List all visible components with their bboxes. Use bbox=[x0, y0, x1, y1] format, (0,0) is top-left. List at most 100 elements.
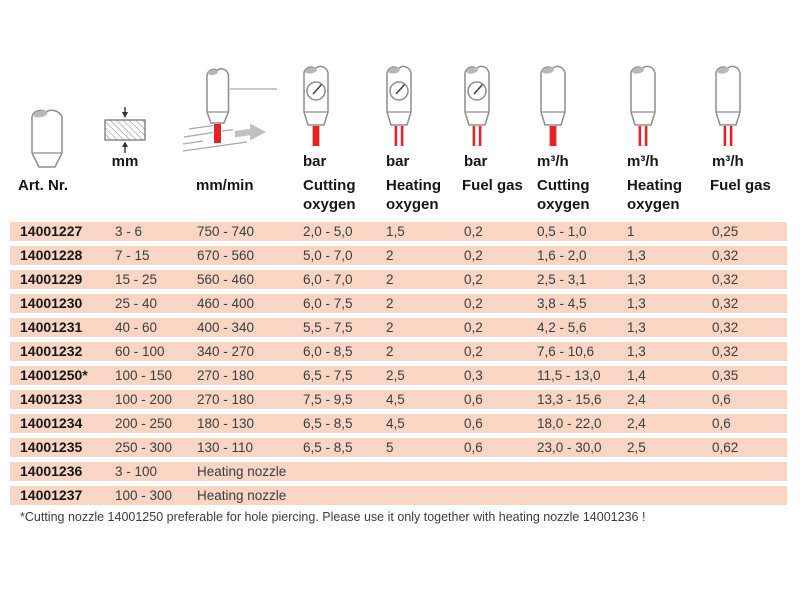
cell: 6,0 - 8,5 bbox=[303, 344, 353, 359]
cell: 25 - 40 bbox=[115, 296, 158, 311]
cell: 0,2 bbox=[464, 344, 483, 359]
unit-bar-cutting: bar bbox=[303, 153, 327, 170]
unit-bar-fuel: bar bbox=[464, 153, 488, 170]
col-header-mm-min: mm/min bbox=[196, 177, 254, 194]
cell: 2,5 - 3,1 bbox=[537, 272, 587, 287]
cell: 200 - 250 bbox=[115, 416, 173, 431]
cell: 2 bbox=[386, 296, 394, 311]
cell: Heating nozzle bbox=[197, 464, 287, 479]
cell: 1,3 bbox=[627, 248, 646, 263]
cell: 0,32 bbox=[712, 272, 739, 287]
unit-m3h-heating: m³/h bbox=[627, 153, 659, 170]
cell: 6,0 - 7,5 bbox=[303, 296, 353, 311]
cell: 0,2 bbox=[464, 224, 483, 239]
cell: 100 - 300 bbox=[115, 488, 173, 503]
cell: 4,5 bbox=[386, 416, 405, 431]
cell-art-nr: 14001227 bbox=[20, 223, 83, 239]
unit-m3h-fuel: m³/h bbox=[712, 153, 744, 170]
cell: 2,4 bbox=[627, 416, 646, 431]
cell: 7,5 - 9,5 bbox=[303, 392, 353, 407]
material-thickness-icon bbox=[104, 107, 146, 153]
unit-mm: mm bbox=[111, 153, 139, 170]
cell: 0,6 bbox=[464, 416, 483, 431]
cell: 0,62 bbox=[712, 440, 739, 455]
table-row: 14001232 60 - 100 340 - 270 6,0 - 8,5 2 0,2 7,… bbox=[10, 342, 787, 361]
flow-heating-oxygen-icon bbox=[630, 65, 656, 146]
cell: 670 - 560 bbox=[197, 248, 255, 263]
cell: 1,3 bbox=[627, 272, 646, 287]
cell: 250 - 300 bbox=[115, 440, 173, 455]
cell: 0,35 bbox=[712, 368, 739, 383]
cell-art-nr: 14001232 bbox=[20, 343, 83, 359]
cell: 1,6 - 2,0 bbox=[537, 248, 587, 263]
cell: 180 - 130 bbox=[197, 416, 255, 431]
cell: 270 - 180 bbox=[197, 392, 255, 407]
cell: 0,6 bbox=[464, 392, 483, 407]
pressure-gauge-fuel-gas-icon bbox=[464, 65, 490, 146]
cell: 5 bbox=[386, 440, 394, 455]
unit-m3h-cutting: m³/h bbox=[537, 153, 569, 170]
cell: 2 bbox=[386, 248, 394, 263]
col-header-fuel-gas-m3h: Fuel gas bbox=[710, 177, 771, 194]
table-row: 14001231 40 - 60 400 - 340 5,5 - 7,5 2 0,2 4,2… bbox=[10, 318, 787, 337]
cell: 0,2 bbox=[464, 272, 483, 287]
cell: 18,0 - 22,0 bbox=[537, 416, 602, 431]
direction-arrow-icon bbox=[235, 123, 266, 141]
cell-art-nr: 14001236 bbox=[20, 463, 83, 479]
cell: 0,32 bbox=[712, 296, 739, 311]
cell: 2,5 bbox=[627, 440, 646, 455]
cell: 3 - 6 bbox=[115, 224, 143, 239]
cell: 11,5 - 13,0 bbox=[537, 368, 601, 383]
unit-bar-heating: bar bbox=[386, 153, 410, 170]
cutting-speed-torch-icon bbox=[183, 68, 277, 152]
cell: 0,6 bbox=[712, 416, 731, 431]
cell: 270 - 180 bbox=[197, 368, 255, 383]
cell: 60 - 100 bbox=[115, 344, 165, 359]
pressure-gauge-cutting-oxygen-icon bbox=[303, 65, 329, 146]
cell: 3 - 100 bbox=[115, 464, 158, 479]
cell: 6,5 - 8,5 bbox=[303, 440, 353, 455]
table-row: 14001250* 100 - 150 270 - 180 6,5 - 7,5 2,5 0… bbox=[10, 366, 787, 385]
cell: 0,6 bbox=[464, 440, 483, 455]
cell: 6,0 - 7,0 bbox=[303, 272, 353, 287]
col-header-heating-oxygen-m3h: Heating oxygen bbox=[627, 177, 683, 213]
cell: Heating nozzle bbox=[197, 488, 287, 503]
flow-fuel-gas-icon bbox=[715, 65, 741, 146]
table-row: 14001228 7 - 15 670 - 560 5,0 - 7,0 2 0,2 1,6 … bbox=[10, 246, 787, 265]
cell: 1,3 bbox=[627, 344, 646, 359]
table-row: 14001237 100 - 300 Heating nozzle bbox=[10, 486, 787, 505]
col-header-art-nr: Art. Nr. bbox=[18, 177, 69, 194]
cell: 23,0 - 30,0 bbox=[537, 440, 602, 455]
cell: 0,2 bbox=[464, 320, 483, 335]
cell: 2 bbox=[386, 272, 394, 287]
cell: 0,2 bbox=[464, 296, 483, 311]
cell: 400 - 340 bbox=[197, 320, 255, 335]
table-row: 14001233 100 - 200 270 - 180 7,5 - 9,5 4,5 0,… bbox=[10, 390, 787, 409]
cell: 1 bbox=[627, 224, 635, 239]
col-header-cutting-oxygen-bar: Cutting oxygen bbox=[303, 177, 356, 213]
table-row: 14001229 15 - 25 560 - 460 6,0 - 7,0 2 0,2 2,5… bbox=[10, 270, 787, 289]
table-row: 14001230 25 - 40 460 - 400 6,0 - 7,5 2 0,2 3,8… bbox=[10, 294, 787, 313]
cell: 4,5 bbox=[386, 392, 405, 407]
table-row: 14001235 250 - 300 130 - 110 6,5 - 8,5 5 0,6 2… bbox=[10, 438, 787, 457]
footnote: *Cutting nozzle 14001250 preferable for … bbox=[20, 510, 646, 524]
cell: 1,3 bbox=[627, 296, 646, 311]
cell: 5,5 - 7,5 bbox=[303, 320, 353, 335]
cell: 0,32 bbox=[712, 320, 739, 335]
cell: 13,3 - 15,6 bbox=[537, 392, 602, 407]
cell: 2,4 bbox=[627, 392, 646, 407]
cell: 40 - 60 bbox=[115, 320, 158, 335]
cell: 0,32 bbox=[712, 344, 739, 359]
cell: 2,0 - 5,0 bbox=[303, 224, 353, 239]
cell: 100 - 200 bbox=[115, 392, 173, 407]
table-body: 14001227 3 - 6 750 - 740 2,0 - 5,0 1,5 0,2 0,5… bbox=[10, 222, 787, 510]
cell: 750 - 740 bbox=[197, 224, 255, 239]
table-row: 14001227 3 - 6 750 - 740 2,0 - 5,0 1,5 0,2 0,5… bbox=[10, 222, 787, 241]
cell-art-nr: 14001228 bbox=[20, 247, 83, 263]
cell: 1,4 bbox=[627, 368, 646, 383]
col-header-fuel-gas-bar: Fuel gas bbox=[462, 177, 523, 194]
cell: 4,2 - 5,6 bbox=[537, 320, 587, 335]
cell: 0,5 - 1,0 bbox=[537, 224, 587, 239]
cell: 340 - 270 bbox=[197, 344, 255, 359]
